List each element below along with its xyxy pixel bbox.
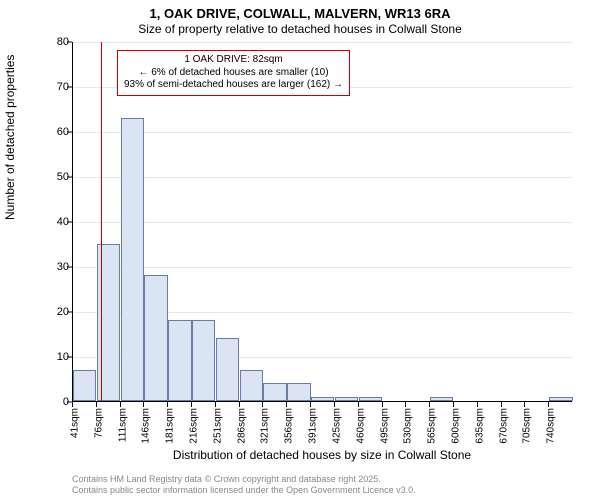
y-tick-label: 0 — [45, 396, 69, 408]
y-tick-label: 80 — [45, 36, 69, 48]
gridline — [73, 267, 572, 268]
x-tick-mark — [215, 402, 216, 407]
gridline — [73, 222, 572, 223]
histogram-bar — [240, 370, 263, 402]
histogram-bar — [73, 370, 96, 402]
histogram-bar — [287, 383, 310, 401]
x-tick-mark — [382, 402, 383, 407]
x-tick-label: 146sqm — [141, 408, 152, 444]
x-tick-label: 635sqm — [474, 408, 485, 444]
x-tick-label: 216sqm — [189, 408, 200, 444]
y-tick-mark — [67, 132, 72, 133]
gridline — [73, 132, 572, 133]
y-tick-mark — [67, 87, 72, 88]
histogram-bar — [430, 397, 453, 402]
x-tick-mark — [429, 402, 430, 407]
y-tick-label: 50 — [45, 171, 69, 183]
y-tick-label: 70 — [45, 81, 69, 93]
x-tick-label: 705sqm — [522, 408, 533, 444]
x-tick-mark — [453, 402, 454, 407]
x-tick-label: 565sqm — [427, 408, 438, 444]
x-tick-mark — [286, 402, 287, 407]
x-tick-mark — [96, 402, 97, 407]
x-tick-mark — [262, 402, 263, 407]
y-tick-mark — [67, 42, 72, 43]
x-tick-mark — [334, 402, 335, 407]
histogram-bar — [263, 383, 286, 401]
x-tick-mark — [310, 402, 311, 407]
x-tick-label: 111sqm — [117, 408, 128, 442]
histogram-bar — [359, 397, 382, 402]
annotation-line: 93% of semi-detached houses are larger (… — [124, 79, 343, 92]
y-tick-mark — [67, 357, 72, 358]
histogram-bar — [335, 397, 358, 402]
x-tick-label: 460sqm — [355, 408, 366, 444]
y-tick-label: 20 — [45, 306, 69, 318]
histogram-bar — [192, 320, 215, 401]
x-tick-mark — [72, 402, 73, 407]
x-tick-mark — [358, 402, 359, 407]
x-tick-mark — [143, 402, 144, 407]
x-tick-mark — [167, 402, 168, 407]
y-tick-mark — [67, 312, 72, 313]
x-tick-mark — [524, 402, 525, 407]
x-tick-mark — [239, 402, 240, 407]
x-tick-label: 391sqm — [308, 408, 319, 444]
chart-title: 1, OAK DRIVE, COLWALL, MALVERN, WR13 6RA — [0, 6, 600, 21]
x-tick-mark — [191, 402, 192, 407]
x-tick-label: 740sqm — [546, 408, 557, 444]
x-axis-label: Distribution of detached houses by size … — [72, 448, 572, 462]
y-tick-mark — [67, 177, 72, 178]
footer-line: Contains public sector information licen… — [72, 485, 416, 496]
footer-line: Contains HM Land Registry data © Crown c… — [72, 474, 416, 485]
x-tick-label: 670sqm — [498, 408, 509, 444]
gridline — [73, 177, 572, 178]
x-tick-label: 76sqm — [93, 408, 104, 438]
y-tick-mark — [67, 267, 72, 268]
x-tick-label: 356sqm — [284, 408, 295, 444]
chart-container: 1, OAK DRIVE, COLWALL, MALVERN, WR13 6RA… — [0, 0, 600, 500]
footer-credits: Contains HM Land Registry data © Crown c… — [72, 474, 416, 496]
x-tick-mark — [120, 402, 121, 407]
y-tick-label: 30 — [45, 261, 69, 273]
histogram-bar — [144, 275, 167, 401]
chart-subtitle: Size of property relative to detached ho… — [0, 22, 600, 36]
x-tick-label: 600sqm — [450, 408, 461, 444]
y-tick-label: 40 — [45, 216, 69, 228]
y-tick-label: 10 — [45, 351, 69, 363]
histogram-bar — [311, 397, 334, 402]
reference-line — [101, 42, 102, 401]
x-tick-label: 495sqm — [379, 408, 390, 444]
x-tick-mark — [548, 402, 549, 407]
x-tick-mark — [477, 402, 478, 407]
annotation-box: 1 OAK DRIVE: 82sqm ← 6% of detached hous… — [117, 50, 350, 96]
x-tick-label: 251sqm — [212, 408, 223, 444]
histogram-bar — [549, 397, 572, 402]
gridline — [73, 42, 572, 43]
y-tick-mark — [67, 222, 72, 223]
x-tick-label: 321sqm — [260, 408, 271, 444]
plot-area: 1 OAK DRIVE: 82sqm ← 6% of detached hous… — [72, 42, 572, 402]
histogram-bar — [216, 338, 239, 401]
y-axis-label: Number of detached properties — [3, 55, 17, 220]
annotation-line: ← 6% of detached houses are smaller (10) — [124, 67, 343, 80]
histogram-bar — [168, 320, 191, 401]
x-tick-label: 286sqm — [236, 408, 247, 444]
histogram-bar — [121, 118, 144, 402]
x-tick-label: 41sqm — [70, 408, 81, 438]
x-tick-label: 530sqm — [403, 408, 414, 444]
annotation-line: 1 OAK DRIVE: 82sqm — [124, 54, 343, 67]
x-tick-label: 181sqm — [165, 408, 176, 444]
y-tick-label: 60 — [45, 126, 69, 138]
x-tick-mark — [405, 402, 406, 407]
x-tick-mark — [501, 402, 502, 407]
x-tick-label: 425sqm — [331, 408, 342, 444]
